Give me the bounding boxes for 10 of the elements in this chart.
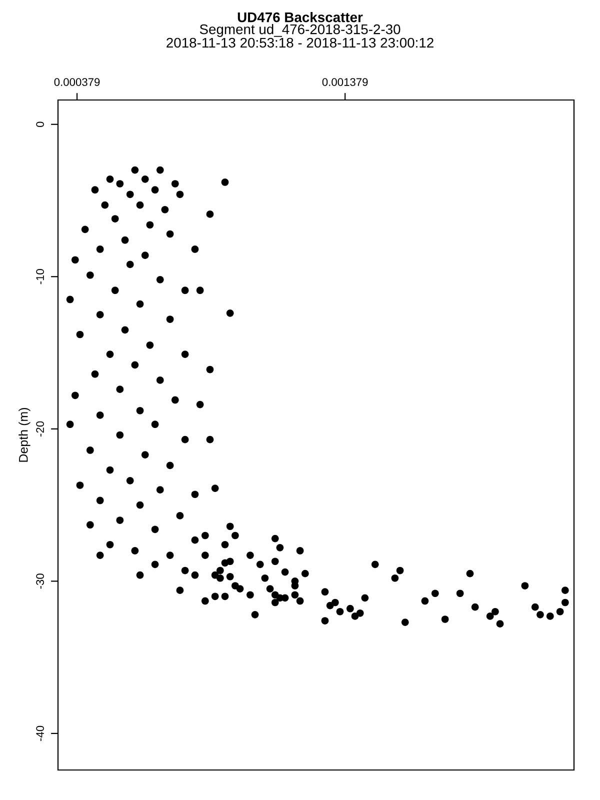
x-tick-label: 0.000379 <box>54 78 100 86</box>
y-tick-label: -30 <box>36 574 44 589</box>
chart-title: UD476 Backscatter <box>238 12 363 22</box>
x-tick-label: 0.001379 <box>322 78 368 86</box>
y-tick-label: -10 <box>36 269 44 284</box>
y-tick-label: -20 <box>36 421 44 436</box>
y-axis-title: Depth (m) <box>18 408 30 462</box>
y-tick-label: 0 <box>36 122 44 128</box>
chart-subtitle: Segment ud_476-2018-315-2-30 2018-11-13 20:53:18 - 2018-11-13 23:00:12 <box>166 24 434 48</box>
y-tick-label: -40 <box>36 726 44 741</box>
